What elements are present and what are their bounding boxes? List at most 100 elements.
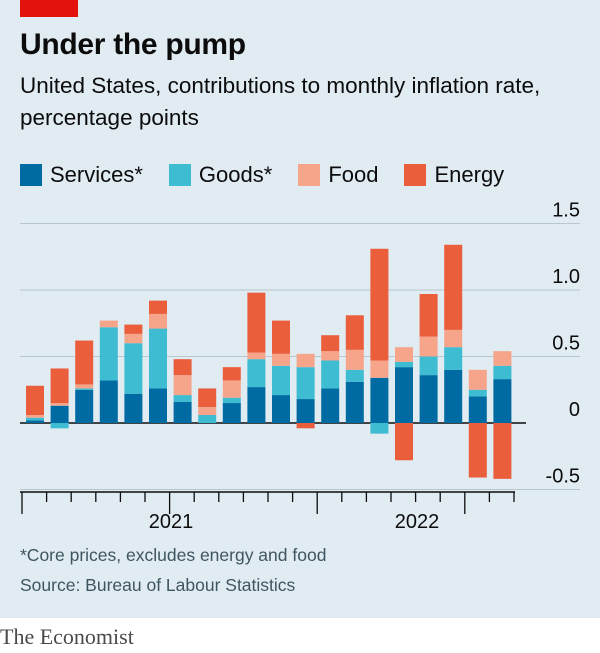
bar-energy-segment [296,423,315,429]
bar-goods-segment [198,415,217,423]
legend-label-food: Food [328,162,379,187]
bar-goods-segment [296,367,315,400]
chart-subtitle: United States, contributions to monthly … [20,73,541,130]
bar-energy-segment [345,315,364,350]
legend-item-energy: Energy [404,162,504,188]
bar-goods-segment [493,365,512,380]
legend-swatch-energy [404,164,427,186]
bar-energy-segment [321,335,340,352]
bar-energy-segment [75,340,94,385]
bar-food-segment [26,415,44,418]
legend-swatch-food [298,164,321,186]
bar-services-segment [321,388,340,423]
bar-goods-segment [173,395,192,402]
bar-services-segment [370,377,389,423]
footnote: *Core prices, excludes energy and food [20,545,327,565]
bar-goods-segment [468,389,487,397]
bar-food-segment [493,351,512,366]
legend-item-services: Services* [20,162,143,188]
bar-services-segment [419,375,438,423]
bar-food-segment [99,320,118,328]
bar-food-segment [198,407,217,416]
y-tick-label: -0.5 [546,466,580,488]
bar-services-segment [124,393,143,423]
bar-food-segment [370,360,389,378]
y-tick-label: 1.0 [552,266,580,288]
bar-food-segment [50,403,69,406]
bar-goods-segment [50,423,69,429]
bar-energy-segment [468,423,487,478]
bar-goods-segment [124,343,143,394]
bar-goods-segment [419,356,438,376]
bar-goods-segment [99,327,118,381]
bar-energy-segment [444,244,463,330]
bar-energy-segment [370,248,389,361]
bar-energy-segment [222,367,241,381]
y-tick-label: 0 [569,399,580,421]
bar-food-segment [75,384,94,389]
bar-food-segment [444,329,463,348]
bar-energy-segment [124,324,143,334]
y-tick-label: 0.5 [552,333,580,355]
bar-food-segment [272,353,290,366]
chart-title: Under the pump [20,28,246,61]
bar-services-segment [50,405,69,423]
bar-services-segment [395,367,413,423]
bar-energy-segment [272,320,290,354]
legend-label-goods: Goods* [198,162,273,187]
bar-energy-segment [26,385,44,416]
bar-services-segment [99,380,118,423]
bar-energy-segment [247,292,266,353]
bar-food-segment [222,380,241,398]
bar-goods-segment [370,423,389,434]
bar-services-segment [26,420,44,423]
bar-energy-segment [493,423,512,479]
bar-food-segment [296,353,315,368]
y-tick-label: 1.5 [552,200,580,222]
bar-energy-segment [173,359,192,376]
bar-food-segment [419,336,438,357]
bar-services-segment [345,381,364,423]
bar-goods-segment [222,397,241,404]
bar-goods-segment [395,361,413,368]
bar-services-segment [75,389,94,423]
economist-logo: The Economist [0,624,134,649]
bar-goods-segment [247,359,266,388]
bar-food-segment [124,333,143,344]
bar-food-segment [345,349,364,370]
bar-services-segment [493,379,512,423]
bar-energy-segment [149,300,167,314]
bar-energy-segment [395,423,413,461]
bar-goods-segment [444,347,463,370]
legend-label-energy: Energy [434,162,505,187]
bar-goods-segment [75,388,94,390]
x-tick-label: 2022 [395,511,440,533]
bar-food-segment [468,369,487,390]
economist-red-tab [20,0,78,17]
bar-food-segment [173,375,192,396]
source-note: Source: Bureau of Labour Statistics [20,575,296,595]
bar-services-segment [247,387,266,423]
bar-food-segment [395,347,413,362]
bar-goods-segment [272,365,290,396]
legend-label-services: Services* [50,162,143,187]
bar-services-segment [296,399,315,423]
legend-swatch-goods [168,164,191,186]
bar-services-segment [173,401,192,423]
bar-services-segment [222,403,241,423]
bar-goods-segment [149,328,167,389]
chart-panel [0,0,600,618]
stacked-bar-chart: 1.5 1.0 0.5 0 -0.5 2021 2022 [20,200,580,533]
bar-food-segment [149,313,167,329]
bar-energy-segment [419,293,438,337]
bar-services-segment [149,388,167,423]
bar-services-segment [468,396,487,423]
bar-energy-segment [198,388,217,408]
legend-item-food: Food [298,162,378,188]
bar-services-segment [272,395,290,423]
bar-goods-segment [321,360,340,389]
legend-swatch-services [20,164,42,186]
bar-energy-segment [50,368,69,404]
bar-food-segment [321,351,340,361]
bar-goods-segment [345,369,364,382]
